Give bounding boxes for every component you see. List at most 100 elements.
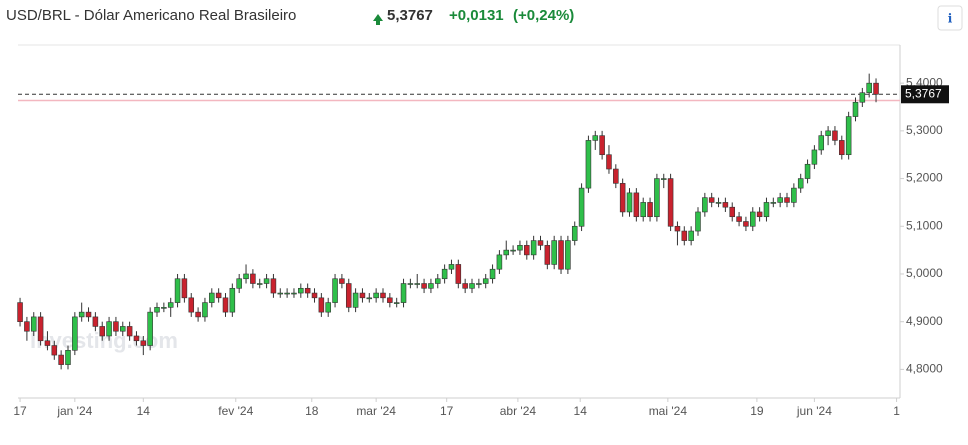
candle-body [708, 197, 715, 203]
candle-body [839, 140, 845, 156]
x-tick-label: mai '24 [649, 404, 688, 418]
candle-body [407, 283, 414, 285]
y-tick-label: 4,8000 [906, 362, 943, 376]
candle-body [345, 283, 352, 308]
candle-body [585, 140, 592, 189]
candle-body [482, 278, 489, 284]
candle-body [359, 292, 366, 299]
candle-body [510, 249, 516, 252]
candle-body [85, 311, 92, 318]
candle-body [784, 197, 790, 203]
candle-body [332, 278, 338, 303]
candle-body [722, 202, 729, 208]
candle-body [729, 206, 735, 218]
x-tick-label: abr '24 [500, 404, 537, 418]
candle-body [845, 116, 852, 156]
chart-title: USD/BRL - Dólar Americano Real Brasileir… [6, 7, 296, 24]
candle-body [462, 283, 468, 289]
candle-body [537, 240, 544, 246]
candle-body [619, 183, 626, 213]
candle-body [72, 316, 78, 351]
candle-body [352, 292, 359, 308]
candle-body [414, 283, 420, 285]
candle-body [818, 135, 825, 151]
candle-body [804, 163, 811, 179]
candle-body [565, 240, 571, 270]
candle-body [17, 302, 23, 322]
candle-body [674, 225, 681, 232]
candle-body [825, 130, 831, 136]
candle-body [469, 283, 475, 289]
info-button[interactable] [937, 5, 963, 31]
candle-body [133, 335, 140, 342]
candle-body [387, 297, 393, 303]
last-price-label: 5,3767 [905, 86, 942, 100]
candle-body [592, 135, 599, 141]
candle-body [243, 273, 249, 280]
candle-body [106, 321, 112, 337]
candle-body [777, 197, 783, 203]
x-tick-label: 17 [440, 404, 454, 418]
candle-body [743, 221, 749, 227]
candle-body [626, 192, 633, 213]
candle-body [756, 211, 763, 218]
candle-body [339, 278, 345, 284]
candle-body [167, 302, 174, 308]
candle-body [92, 316, 99, 327]
candle-body [435, 278, 441, 284]
info-icon[interactable]: i [948, 12, 953, 26]
candle-body [256, 283, 263, 285]
candle-body [654, 178, 660, 218]
candle-body [599, 135, 605, 156]
candle-body [154, 307, 160, 313]
candle-body [832, 130, 838, 141]
candle-body [421, 283, 427, 289]
candle-body [140, 340, 147, 346]
candle-body [688, 230, 694, 241]
candle-body [393, 302, 400, 304]
candle-body [455, 264, 462, 284]
candle-body [37, 316, 44, 342]
candle-body [298, 287, 304, 294]
candle-body [647, 202, 653, 218]
y-tick-label: 4,9000 [906, 314, 943, 328]
candle-body [503, 249, 510, 256]
candle-body [126, 326, 133, 337]
y-tick-label: 5,1000 [906, 218, 943, 232]
candle-body [400, 283, 407, 303]
y-tick-label: 5,0000 [906, 266, 943, 280]
price: 5,3767 [387, 7, 433, 24]
candle-body [373, 292, 379, 299]
candle-body [51, 345, 58, 356]
x-tick-label: mar '24 [356, 404, 396, 418]
candle-body [660, 178, 667, 180]
candle-body [873, 82, 879, 95]
x-tick-label: 14 [137, 404, 151, 418]
candle-body [489, 268, 496, 280]
x-tick-label: 17 [13, 404, 27, 418]
x-tick-label: 14 [574, 404, 588, 418]
candle-body [551, 240, 557, 265]
candle-body [558, 240, 564, 270]
candle-body [441, 268, 448, 280]
candle-body [681, 230, 688, 241]
candle-body [120, 326, 126, 332]
candle-body [859, 92, 866, 103]
x-tick-label: jun '24 [796, 404, 832, 418]
candle-body [222, 297, 229, 313]
y-tick-label: 5,2000 [906, 171, 943, 185]
candle-body [380, 292, 386, 299]
candle-body [188, 297, 195, 313]
candle-body [215, 292, 222, 299]
x-tick-label: 1 [893, 404, 900, 418]
candle-body [736, 216, 742, 222]
candle-body [866, 82, 872, 94]
candle-body [797, 178, 804, 189]
candle-body [695, 211, 701, 232]
candle-body [750, 211, 756, 227]
candle-body [44, 340, 51, 346]
candle-body [852, 101, 859, 117]
candle-body [476, 283, 482, 285]
